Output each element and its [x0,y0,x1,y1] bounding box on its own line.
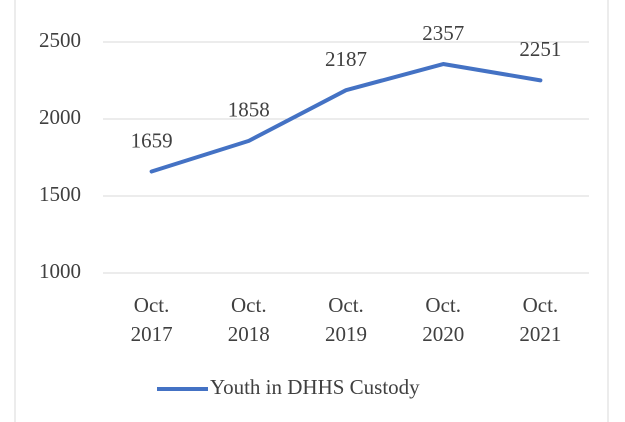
chart-border [14,0,609,422]
data-label: 2187 [325,47,367,71]
y-tick-label: 1000 [39,259,81,283]
line [149,62,543,174]
y-tick-label: 2000 [39,105,81,129]
x-tick-label: Oct. 2021 [519,293,561,346]
x-tick-label: Oct. 2017 [131,293,173,346]
y-tick-label: 2500 [39,28,81,52]
x-tick-label: Oct. 2020 [422,293,464,346]
data-label: 1858 [228,98,270,122]
x-tick-label: Oct. 2018 [228,293,270,346]
data-label: 2251 [519,37,561,61]
data-label: 2357 [422,21,464,45]
data-label: 1659 [131,128,173,152]
legend-label: Youth in DHHS Custody [210,375,420,399]
x-tick-label: Oct. 2019 [325,293,367,346]
y-tick-label: 1500 [39,182,81,206]
